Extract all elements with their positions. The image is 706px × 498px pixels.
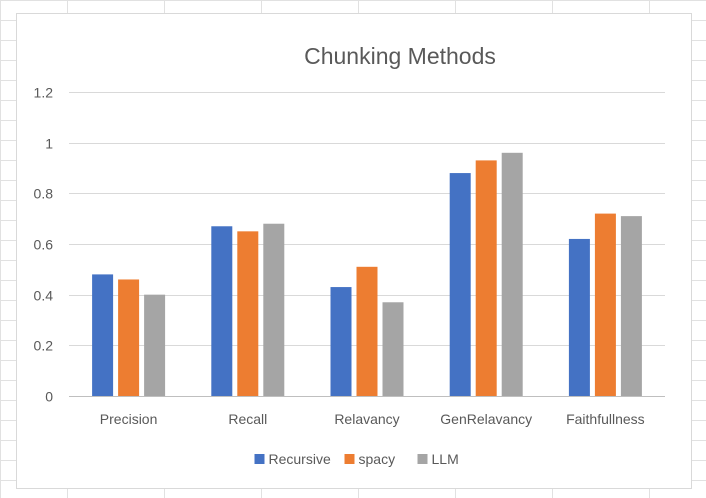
legend-label-llm: LLM	[432, 451, 459, 467]
y-tick-label: 0.2	[34, 338, 54, 354]
chart-svg: Chunking Methods 0 0.2 0.4 0.6 0.8 1 1.2 Preci…	[34, 43, 665, 467]
bar-recursive-recall[interactable]	[211, 226, 233, 396]
legend: Recursive spacy LLM	[254, 451, 459, 467]
bar-recursive-faithfullness[interactable]	[568, 238, 590, 396]
legend-label-recursive: Recursive	[269, 451, 331, 467]
y-axis-ticks: 0 0.2 0.4 0.6 0.8 1 1.2	[34, 85, 54, 405]
bar-recursive-relavancy[interactable]	[330, 287, 352, 396]
bar-spacy-genrelavancy[interactable]	[475, 160, 497, 396]
bar-llm-recall[interactable]	[263, 223, 285, 396]
x-category-label: Faithfullness	[566, 411, 645, 427]
x-category-label: Precision	[100, 411, 158, 427]
chart-area[interactable]: Chunking Methods 0 0.2 0.4 0.6 0.8 1 1.2 Preci…	[16, 13, 692, 489]
bar-spacy-relavancy[interactable]	[356, 266, 378, 396]
legend-swatch-spacy	[344, 454, 355, 464]
bar-spacy-faithfullness[interactable]	[594, 213, 616, 396]
gridlines	[69, 92, 665, 397]
bar-recursive-precision[interactable]	[92, 274, 114, 396]
y-tick-label: 0.8	[34, 186, 54, 202]
y-tick-label: 1	[45, 136, 53, 152]
x-category-label: Recall	[228, 411, 267, 427]
bar-llm-faithfullness[interactable]	[620, 216, 642, 396]
y-tick-label: 1.2	[34, 85, 54, 101]
legend-swatch-recursive	[254, 454, 265, 464]
legend-swatch-llm	[417, 454, 428, 464]
bar-spacy-precision[interactable]	[118, 279, 140, 396]
bar-spacy-recall[interactable]	[237, 231, 259, 396]
bar-llm-precision[interactable]	[144, 294, 166, 396]
bar-llm-relavancy[interactable]	[382, 302, 404, 396]
x-category-label: GenRelavancy	[440, 411, 532, 427]
bars	[92, 152, 642, 396]
y-tick-label: 0	[45, 389, 53, 405]
y-tick-label: 0.6	[34, 237, 54, 253]
x-axis-categories: Precision Recall Relavancy GenRelavancy Fait…	[100, 411, 645, 427]
bar-recursive-genrelavancy[interactable]	[449, 173, 471, 396]
legend-label-spacy: spacy	[359, 451, 396, 467]
y-tick-label: 0.4	[34, 288, 54, 304]
bar-llm-genrelavancy[interactable]	[501, 152, 523, 396]
x-category-label: Relavancy	[334, 411, 399, 427]
chart-title: Chunking Methods	[304, 43, 496, 69]
